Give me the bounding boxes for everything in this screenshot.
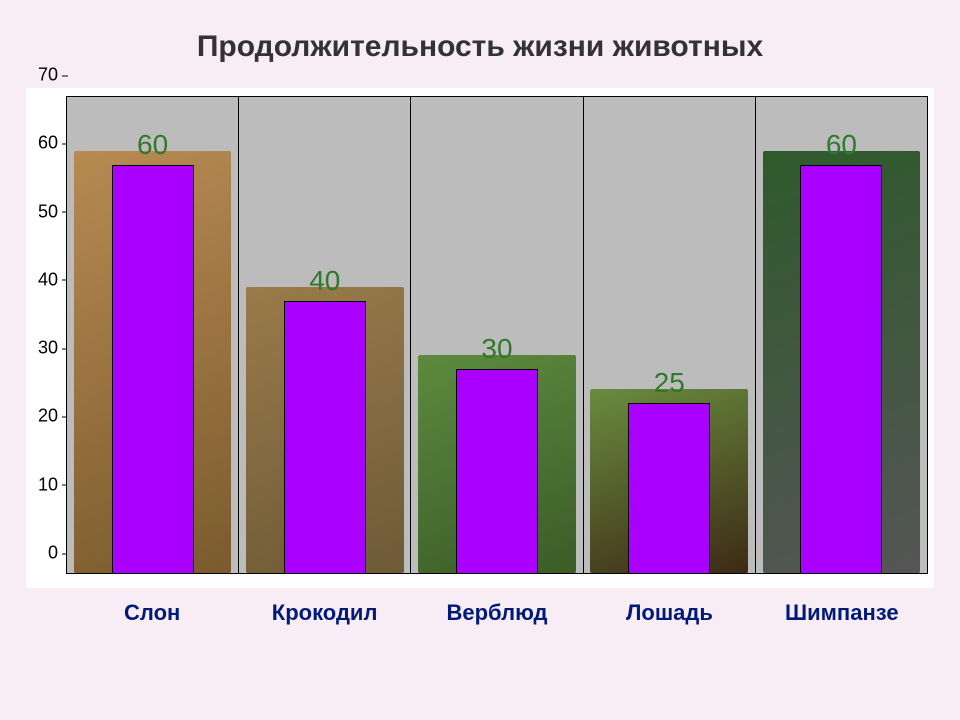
x-label: Шимпанзе xyxy=(756,600,928,626)
y-tick: 10 xyxy=(38,474,58,495)
x-label: Лошадь xyxy=(583,600,755,626)
value-label: 60 xyxy=(67,129,238,161)
y-tick: 40 xyxy=(38,269,58,290)
chart: 010203040506070 6040302560 СлонКрокодилВ… xyxy=(26,88,934,626)
chart-title: Продолжительность жизни животных xyxy=(25,30,935,64)
x-label: Слон xyxy=(66,600,238,626)
bar-slot: 40 xyxy=(239,97,411,573)
chart-frame: 010203040506070 6040302560 xyxy=(26,88,934,588)
y-tick: 60 xyxy=(38,133,58,154)
bar xyxy=(112,165,194,573)
bars-container: 60 40 3025 60 xyxy=(67,97,927,573)
y-tick: 0 xyxy=(48,543,58,564)
bar xyxy=(628,403,710,573)
plot-area: 60 40 3025 60 xyxy=(66,96,928,574)
value-label: 40 xyxy=(239,265,410,297)
bar xyxy=(284,301,366,573)
y-tick: 20 xyxy=(38,406,58,427)
bar xyxy=(456,369,538,573)
y-axis: 010203040506070 xyxy=(26,96,64,574)
x-label: Крокодил xyxy=(238,600,410,626)
value-label: 60 xyxy=(756,129,927,161)
y-tick: 70 xyxy=(38,65,58,86)
value-label: 25 xyxy=(584,367,755,399)
x-axis-labels: СлонКрокодилВерблюдЛошадьШимпанзе xyxy=(26,600,934,626)
value-label: 30 xyxy=(411,333,582,365)
bar xyxy=(800,165,882,573)
bar-slot: 30 xyxy=(411,97,583,573)
y-tick: 30 xyxy=(38,338,58,359)
bar-slot: 60 xyxy=(67,97,239,573)
x-label: Верблюд xyxy=(411,600,583,626)
bar-slot: 60 xyxy=(756,97,927,573)
bar-slot: 25 xyxy=(584,97,756,573)
y-tick: 50 xyxy=(38,201,58,222)
